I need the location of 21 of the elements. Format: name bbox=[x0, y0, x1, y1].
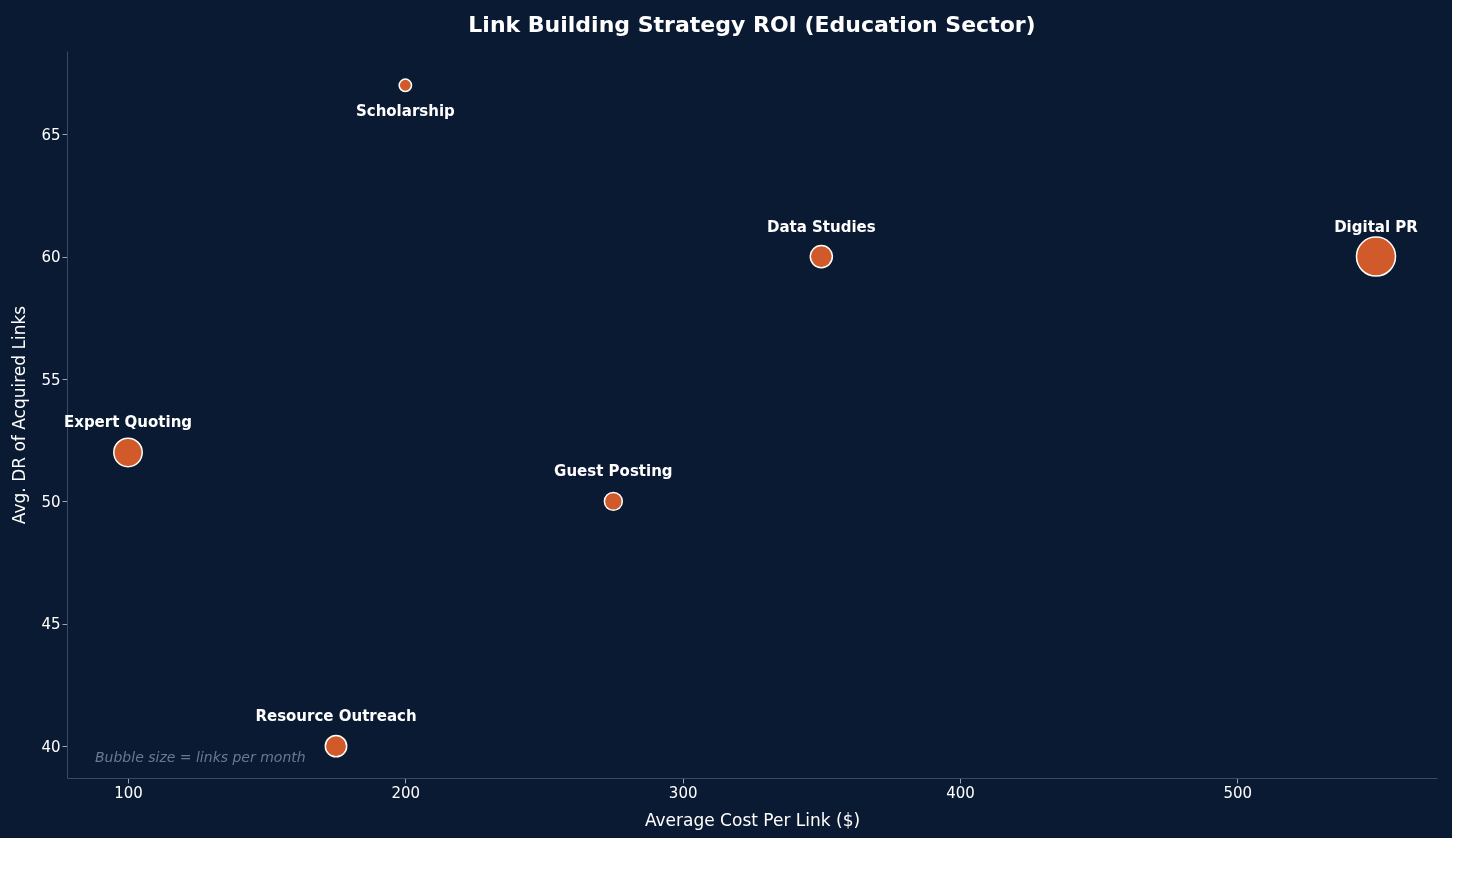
x-tick-label: 400 bbox=[946, 783, 975, 802]
x-tick-label: 200 bbox=[391, 783, 421, 802]
y-tick-label: 45 bbox=[41, 615, 61, 634]
data-label: Guest Posting bbox=[554, 462, 673, 481]
data-label: Data Studies bbox=[766, 217, 876, 236]
annotation: Bubble size = links per month bbox=[95, 749, 306, 765]
chart-title: Link Building Strategy ROI (Education Sector) bbox=[468, 12, 1036, 37]
y-tick-label: 55 bbox=[41, 370, 61, 389]
y-axis-title: Avg. DR of Acquired Links bbox=[9, 305, 30, 525]
x-tick-label: 300 bbox=[668, 783, 698, 802]
x-axis-title: Average Cost Per Link ($) bbox=[644, 809, 861, 830]
x-tick-label: 500 bbox=[1223, 783, 1253, 802]
y-tick-label: 50 bbox=[41, 492, 61, 511]
data-label: Expert Quoting bbox=[63, 413, 193, 432]
data-label: Resource Outreach bbox=[255, 707, 417, 726]
y-tick-label: 40 bbox=[41, 737, 61, 756]
data-label: Digital PR bbox=[1334, 217, 1419, 236]
y-tick-label: 60 bbox=[41, 248, 61, 267]
data-label: Scholarship bbox=[355, 102, 456, 121]
y-tick-label: 65 bbox=[41, 125, 61, 144]
x-tick-label: 100 bbox=[114, 783, 143, 802]
